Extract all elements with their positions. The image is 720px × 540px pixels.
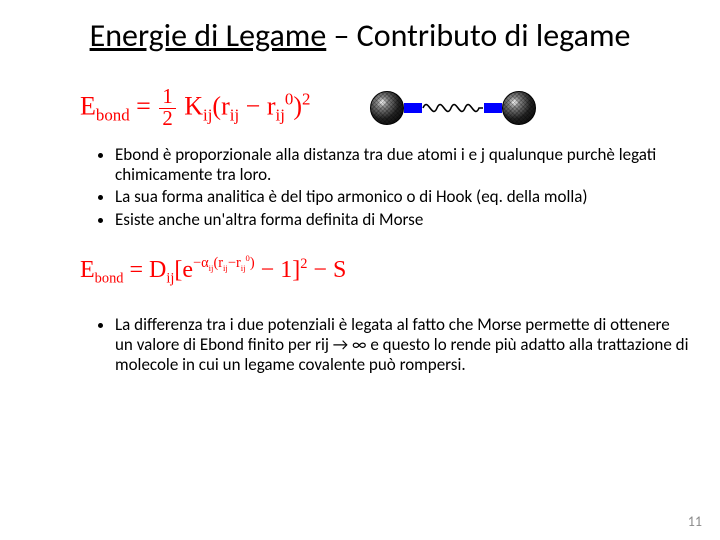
atom-left-icon [370, 91, 404, 125]
slide-title: Energie di Legame – Contributo di legame [0, 0, 720, 63]
list-item: La differenza tra i due potenziali è leg… [115, 315, 690, 375]
atom-right-icon [502, 91, 536, 125]
formula-row: Ebond = 12 Kij(rij − rij0)2 [0, 63, 720, 144]
bullet-list-b: La differenza tra i due potenziali è leg… [0, 301, 720, 383]
list-item: Esiste anche un'altra forma definita di … [115, 210, 680, 230]
page-number: 11 [688, 513, 702, 530]
hook-formula: Ebond = 12 Kij(rij − rij0)2 [80, 87, 310, 130]
list-item: La sua forma analitica è del tipo armoni… [115, 187, 680, 207]
list-item: Ebond è proporzionale alla distanza tra … [115, 145, 680, 185]
spring-icon [422, 94, 484, 122]
title-underlined: Energie di Legame [90, 16, 327, 55]
spring-diagram [370, 91, 536, 125]
morse-formula: Ebond = Dij[e−αij(rij−rij0) − 1]2 − S [0, 240, 720, 302]
bond-bar-left [404, 103, 422, 113]
bond-bar-right [484, 103, 502, 113]
bullet-list-a: Ebond è proporzionale alla distanza tra … [0, 143, 720, 239]
title-rest: – Contributo di legame [326, 16, 630, 55]
